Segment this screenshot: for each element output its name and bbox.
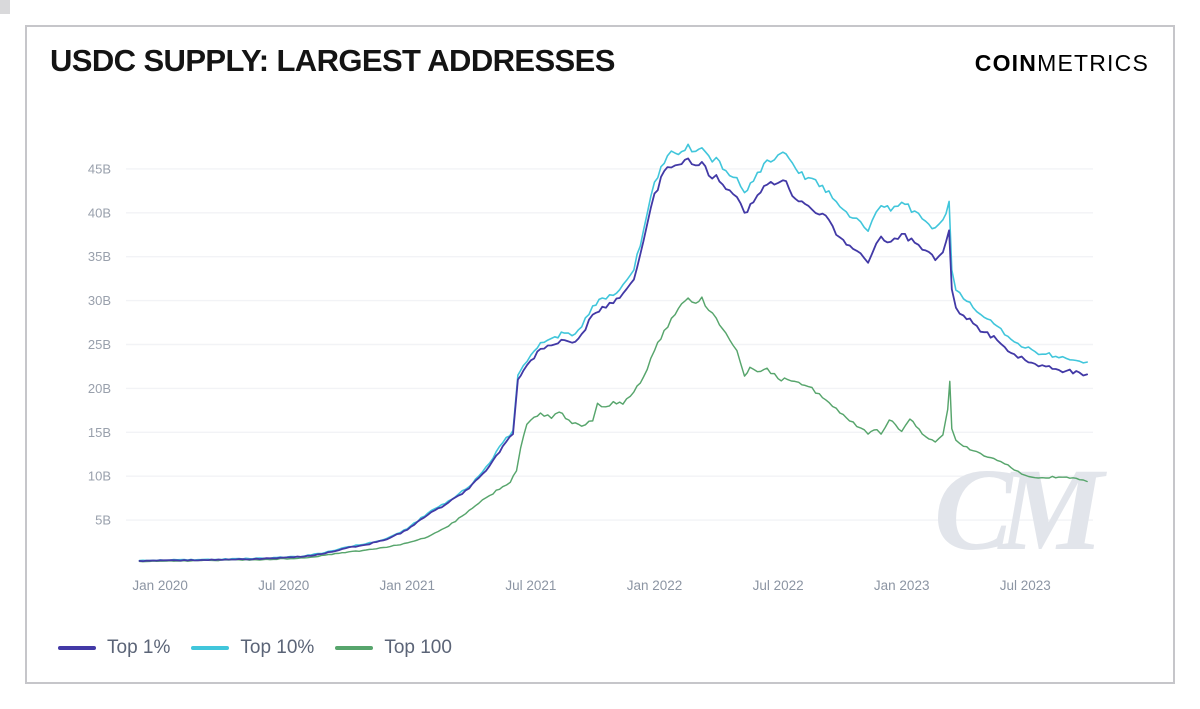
logo-text-metrics: METRICS — [1037, 50, 1149, 76]
legend-item-top-10-percent: Top 10% — [191, 637, 314, 659]
page-title: USDC SUPPLY: LARGEST ADDRESSES — [50, 43, 615, 78]
legend-item-top-100: Top 100 — [335, 637, 452, 659]
screenshot-corner-artifact — [0, 0, 10, 14]
legend-label-top-1-percent: Top 1% — [107, 637, 171, 658]
legend-label-top-10-percent: Top 10% — [240, 637, 315, 658]
chart-card: USDC SUPPLY: LARGEST ADDRESSES COINMETRI… — [25, 25, 1175, 684]
coinmetrics-logo: COINMETRICS — [975, 50, 1149, 77]
legend-swatch-top-100 — [335, 646, 374, 650]
logo-text-coin: COIN — [974, 50, 1038, 76]
legend-label-top-100: Top 100 — [384, 637, 452, 658]
legend-swatch-top-10-percent — [191, 646, 230, 650]
legend-item-top-1-percent: Top 1% — [58, 637, 170, 659]
legend: Top 1% Top 10% Top 100 — [58, 637, 452, 659]
legend-swatch-top-1-percent — [58, 646, 96, 650]
